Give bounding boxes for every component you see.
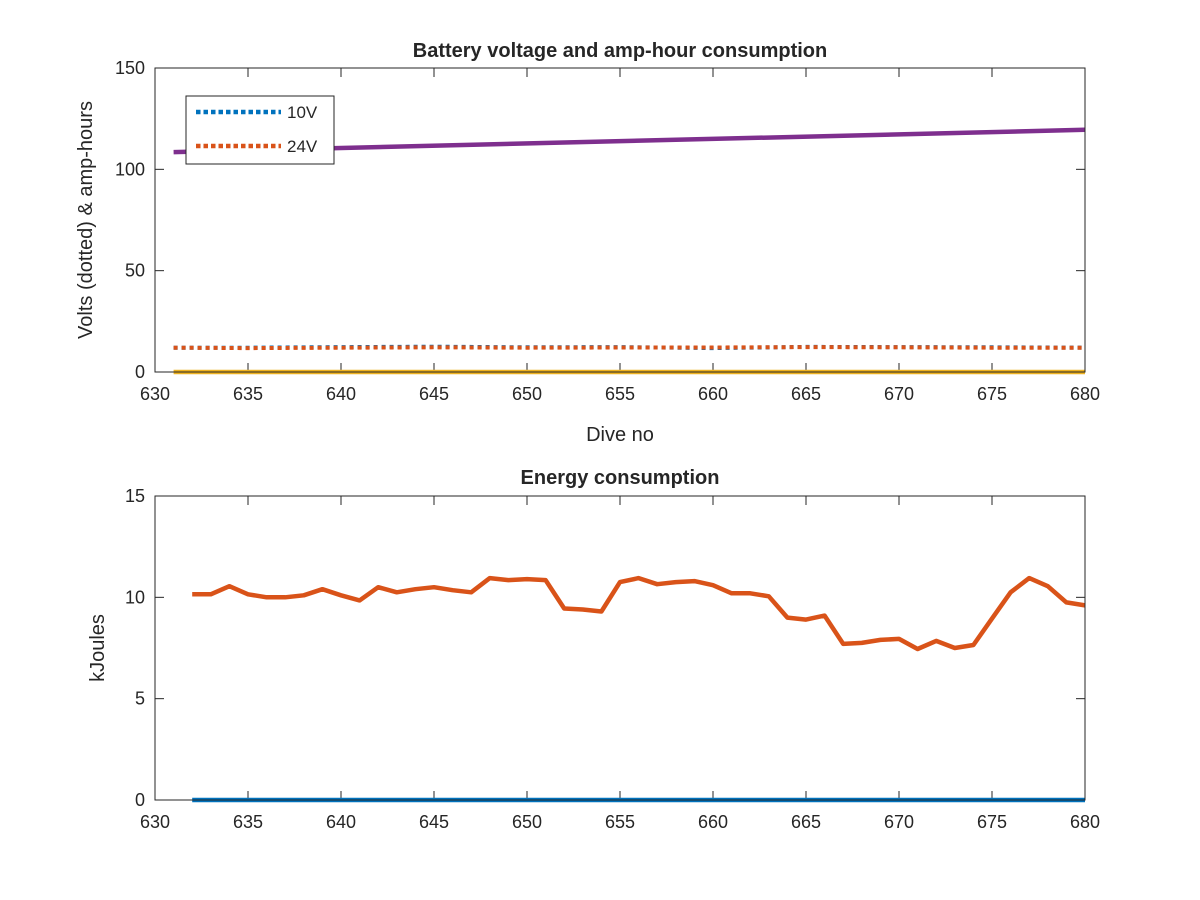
voltage-plot: Battery voltage and amp-hour consumption…: [75, 40, 1100, 446]
energy-plot-title: Energy consumption: [521, 467, 720, 489]
legend-label-10v: 10V: [287, 103, 318, 122]
energy-plot-frame: [154, 495, 1086, 801]
x-tick-label: 640: [326, 384, 356, 404]
voltage-plot-ticks: 630 635 640 645 650 655 660 665 670 675 680 0 50 100 1…: [115, 58, 1100, 404]
voltage-plot-title: Battery voltage and amp-hour consumption: [413, 40, 827, 62]
x-tick-label: 635: [233, 384, 263, 404]
series-line-24v: [173, 345, 1085, 351]
x-tick-label: 665: [791, 812, 821, 832]
x-tick-label: 680: [1070, 384, 1100, 404]
y-tick-label: 50: [125, 261, 145, 281]
energy-plot-ylabel: kJoules: [87, 614, 109, 682]
x-tick-label: 675: [977, 384, 1007, 404]
x-tick-label: 640: [326, 812, 356, 832]
voltage-plot-frame: [154, 67, 1086, 373]
energy-plot-lines: [192, 575, 1086, 803]
y-tick-label: 0: [135, 790, 145, 810]
x-tick-label: 665: [791, 384, 821, 404]
x-tick-label: 630: [140, 812, 170, 832]
voltage-plot-legend: 10V 24V: [185, 95, 335, 165]
x-tick-label: 635: [233, 812, 263, 832]
energy-plot: Energy consumption kJoules 630 635 640 645 6…: [87, 467, 1100, 832]
y-tick-label: 0: [135, 362, 145, 382]
voltage-plot-ylabel: Volts (dotted) & amp-hours: [75, 101, 97, 339]
x-tick-label: 650: [512, 812, 542, 832]
x-tick-label: 670: [884, 384, 914, 404]
x-tick-label: 655: [605, 812, 635, 832]
series-line-1-1: [192, 575, 1086, 652]
energy-plot-ticks: 630 635 640 645 650 655 660 665 670 675 680 0 5 10 15: [125, 486, 1100, 832]
x-tick-label: 670: [884, 812, 914, 832]
voltage-plot-lines: [173, 127, 1086, 375]
legend-box: [185, 95, 335, 165]
x-tick-label: 660: [698, 812, 728, 832]
x-tick-label: 675: [977, 812, 1007, 832]
legend-label-24v: 24V: [287, 137, 318, 156]
x-tick-label: 655: [605, 384, 635, 404]
x-tick-label: 645: [419, 812, 449, 832]
y-tick-label: 150: [115, 58, 145, 78]
y-tick-label: 5: [135, 689, 145, 709]
x-tick-label: 630: [140, 384, 170, 404]
x-tick-label: 660: [698, 384, 728, 404]
x-tick-label: 680: [1070, 812, 1100, 832]
x-tick-label: 650: [512, 384, 542, 404]
voltage-plot-xlabel: Dive no: [586, 424, 654, 446]
y-tick-label: 10: [125, 587, 145, 607]
y-tick-label: 15: [125, 486, 145, 506]
y-tick-label: 100: [115, 159, 145, 179]
x-tick-label: 645: [419, 384, 449, 404]
